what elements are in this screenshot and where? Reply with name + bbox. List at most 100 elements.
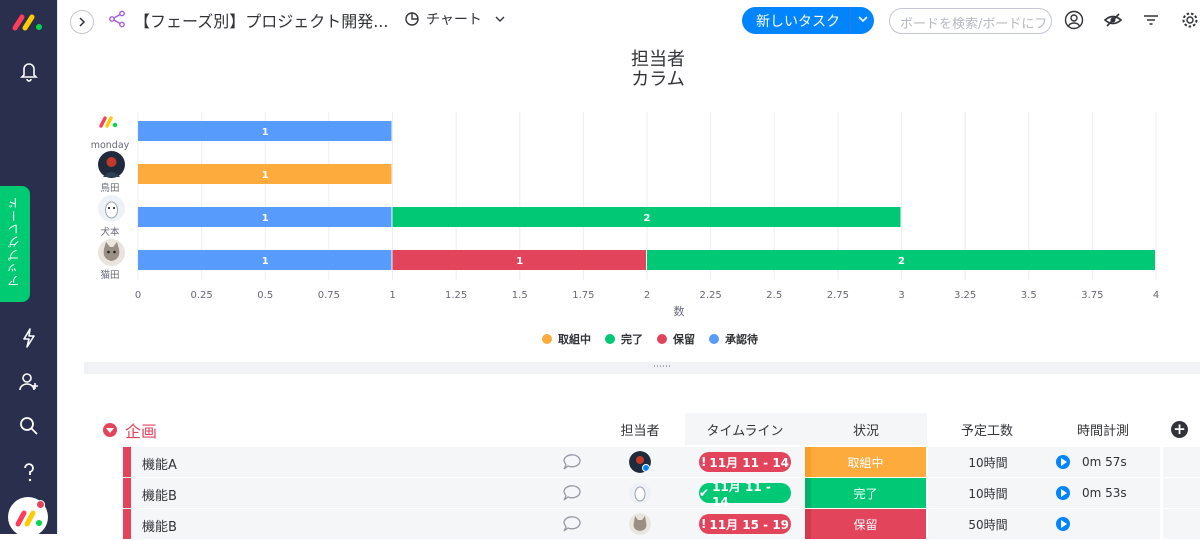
x-axis-label: 数 bbox=[674, 305, 685, 318]
legend-item[interactable]: 保留 bbox=[657, 331, 695, 347]
table-row[interactable]: 機能B ✔ 11月 11 - 14 完了 10時間 0m 53s bbox=[123, 478, 1200, 509]
column-header-estimate[interactable]: 予定工数 bbox=[960, 423, 1013, 439]
timer-value: 0m 57s bbox=[1082, 455, 1127, 469]
button-separator bbox=[850, 7, 851, 34]
drag-handle-icon: ⋯⋯ bbox=[653, 362, 671, 372]
view-selector[interactable]: チャート bbox=[404, 9, 506, 29]
legend-item[interactable]: 完了 bbox=[605, 331, 643, 347]
x-tick-label: 3.5 bbox=[1021, 290, 1037, 301]
column-header-timeline[interactable]: タイムライン bbox=[685, 413, 805, 445]
board-title[interactable]: 【フェーズ別】プロジェクト開発... bbox=[134, 12, 389, 31]
panel-resizer[interactable]: ⋯⋯ bbox=[84, 362, 1200, 374]
overdue-icon: ! bbox=[700, 517, 707, 531]
rail-divider bbox=[57, 0, 58, 534]
person-filter-icon[interactable] bbox=[1064, 10, 1084, 30]
bar-value-label: 2 bbox=[644, 213, 651, 224]
group-color-bar bbox=[123, 447, 131, 477]
new-task-dropdown-icon[interactable] bbox=[851, 15, 874, 26]
bar-value-label: 1 bbox=[262, 256, 269, 267]
person-cell[interactable] bbox=[595, 478, 685, 508]
x-tick-label: 0.75 bbox=[318, 290, 340, 301]
chart-title-line: 担当者 bbox=[631, 49, 685, 70]
x-tick-label: 1.75 bbox=[572, 290, 594, 301]
upgrade-button[interactable]: アップグレード bbox=[0, 186, 30, 302]
timer-cell[interactable]: 0m 57s bbox=[1048, 447, 1160, 477]
play-icon[interactable] bbox=[1056, 517, 1070, 531]
new-task-button[interactable]: 新しいタスク bbox=[742, 7, 874, 34]
timeline-cell[interactable]: ! 11月 11 - 14 bbox=[685, 447, 805, 477]
comment-icon[interactable] bbox=[561, 452, 583, 472]
table-row[interactable]: 機能B ! 11月 15 - 19 保留 50時間 bbox=[123, 509, 1200, 540]
nekota-avatar bbox=[629, 513, 651, 535]
legend-item[interactable]: 取組中 bbox=[542, 331, 591, 347]
table-row[interactable]: 機能A ! 11月 11 - 14 取組中 10時間 0m 57s bbox=[123, 447, 1200, 478]
play-icon[interactable] bbox=[1056, 455, 1070, 469]
estimate-cell[interactable]: 10時間 bbox=[928, 478, 1048, 508]
person-cell[interactable] bbox=[595, 509, 685, 539]
bar-value-label: 1 bbox=[516, 256, 523, 267]
shimada-avatar bbox=[98, 151, 125, 178]
pie-chart-icon bbox=[405, 12, 419, 26]
empty-cell bbox=[1163, 509, 1200, 539]
filter-icon[interactable] bbox=[1141, 10, 1161, 30]
status-stripe bbox=[805, 447, 811, 477]
comment-icon[interactable] bbox=[561, 514, 583, 534]
view-label: チャート bbox=[426, 12, 482, 28]
group-collapse-icon[interactable] bbox=[103, 423, 117, 437]
timer-cell[interactable]: 0m 53s bbox=[1048, 478, 1160, 508]
x-tick-label: 2.5 bbox=[766, 290, 782, 301]
group-color-bar bbox=[123, 509, 131, 539]
add-user-icon[interactable] bbox=[16, 369, 42, 395]
y-category-label: monday bbox=[91, 140, 130, 151]
chevron-right-icon bbox=[79, 17, 86, 27]
status-label: 取組中 bbox=[847, 455, 884, 470]
play-icon[interactable] bbox=[1056, 486, 1070, 500]
status-stripe bbox=[805, 509, 811, 539]
status-cell[interactable]: 保留 bbox=[805, 509, 927, 539]
group-name[interactable]: 企画 bbox=[125, 422, 158, 441]
x-tick-label: 2.25 bbox=[699, 290, 721, 301]
estimate-cell[interactable]: 50時間 bbox=[928, 509, 1048, 539]
add-column-button[interactable]: + bbox=[1171, 421, 1188, 438]
estimate-cell[interactable]: 10時間 bbox=[928, 447, 1048, 477]
lightning-icon[interactable] bbox=[16, 325, 42, 351]
column-header-timer[interactable]: 時間計測 bbox=[1076, 423, 1129, 439]
hide-icon[interactable] bbox=[1103, 10, 1123, 30]
bell-icon[interactable] bbox=[16, 58, 42, 84]
timeline-cell[interactable]: ! 11月 15 - 19 bbox=[685, 509, 805, 539]
legend-label: 完了 bbox=[621, 333, 643, 346]
timeline-value: 11月 15 - 19 bbox=[709, 517, 790, 532]
timeline-cell[interactable]: ✔ 11月 11 - 14 bbox=[685, 478, 805, 509]
legend-label: 取組中 bbox=[558, 333, 591, 346]
search-icon[interactable] bbox=[16, 413, 42, 439]
shimada-avatar bbox=[629, 451, 651, 473]
monday-logo[interactable] bbox=[12, 12, 44, 32]
chart-title-line: カラム bbox=[631, 69, 685, 90]
bar-value-label: 1 bbox=[262, 170, 269, 181]
share-icon[interactable] bbox=[108, 10, 126, 28]
status-cell[interactable]: 取組中 bbox=[805, 447, 927, 477]
done-check-icon: ✔ bbox=[699, 486, 710, 500]
bar-value-label: 1 bbox=[262, 127, 269, 138]
bar-segment bbox=[138, 164, 392, 184]
inumoto-avatar bbox=[98, 195, 125, 222]
legend-item[interactable]: 承認待 bbox=[709, 331, 758, 347]
status-cell[interactable]: 完了 bbox=[805, 478, 927, 508]
person-cell[interactable] bbox=[595, 447, 685, 477]
x-tick-label: 4 bbox=[1153, 290, 1159, 301]
monday-avatar-icon bbox=[99, 116, 118, 128]
chevron-down-icon bbox=[495, 16, 505, 22]
y-category-label: 猫田 bbox=[100, 269, 119, 281]
legend-dot bbox=[709, 334, 719, 344]
board-search-input[interactable]: ボードを検索/ボードにフ bbox=[889, 8, 1052, 34]
comment-icon[interactable] bbox=[561, 483, 583, 503]
gear-icon[interactable] bbox=[1180, 10, 1200, 30]
expand-panel-button[interactable] bbox=[70, 10, 94, 34]
legend-dot bbox=[542, 334, 552, 344]
status-stripe bbox=[805, 478, 811, 508]
timer-cell[interactable] bbox=[1048, 509, 1160, 539]
column-header-status[interactable]: 状況 bbox=[805, 413, 927, 445]
column-header-person[interactable]: 担当者 bbox=[620, 423, 660, 439]
bar-segment bbox=[138, 207, 392, 227]
help-icon[interactable] bbox=[16, 459, 42, 485]
